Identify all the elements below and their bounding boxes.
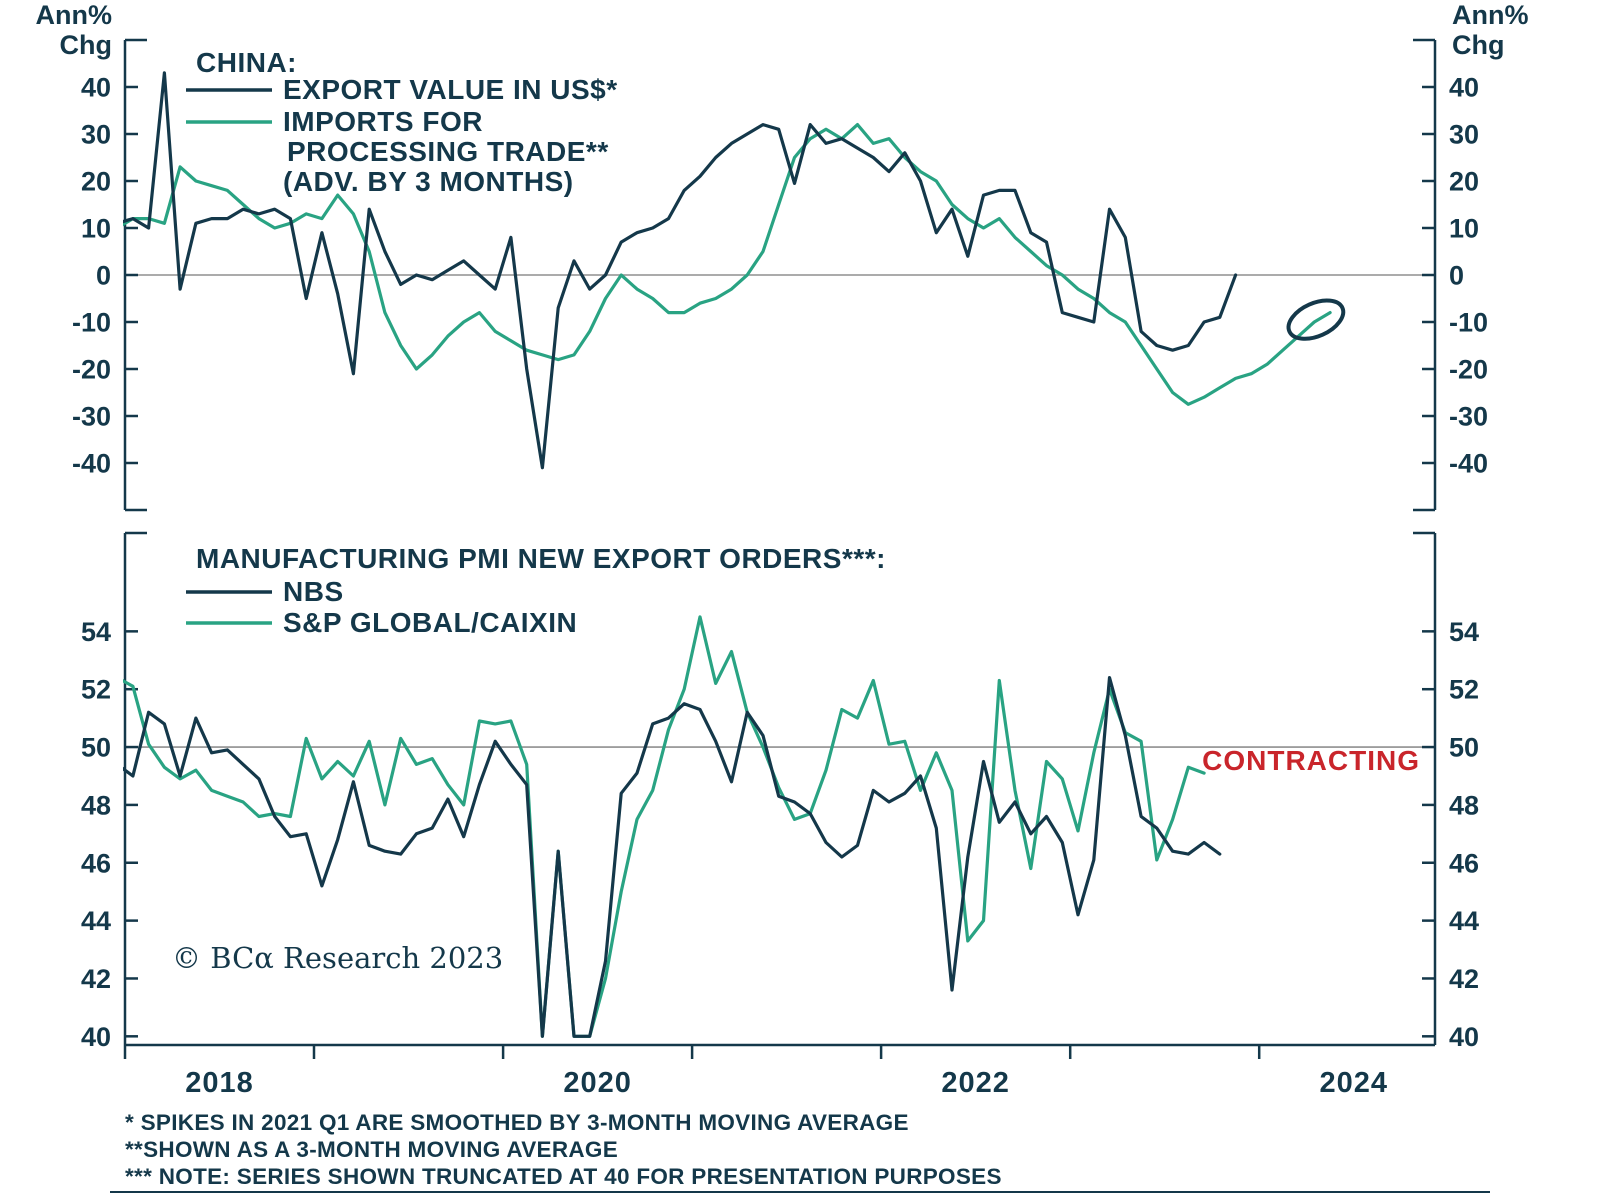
y-tick-label-left: -10 (72, 308, 111, 338)
x-tick-label: 2024 (1319, 1067, 1388, 1099)
y-tick-label-right: 40 (1449, 73, 1479, 103)
x-tick-label: 2018 (185, 1067, 254, 1099)
y-tick-label-left: 40 (81, 1022, 111, 1052)
y-tick-label-right: 40 (1449, 1022, 1479, 1052)
y-tick-label-left: -20 (72, 355, 111, 385)
y-tick-label-right: 54 (1449, 617, 1479, 647)
y-tick-label-right: 52 (1449, 675, 1479, 705)
y-tick-label-left: 48 (81, 790, 111, 820)
y-tick-label-left: 52 (81, 675, 111, 705)
y-tick-label-left: 46 (81, 848, 111, 878)
y-tick-label-right: 50 (1449, 733, 1479, 763)
top-panel-title: CHINA: (196, 47, 297, 78)
y-tick-label-right: 30 (1449, 120, 1479, 150)
contracting-annotation: CONTRACTING (1202, 745, 1420, 776)
y-tick-label-right: 44 (1449, 906, 1479, 936)
y-tick-label-right: 46 (1449, 848, 1479, 878)
x-tick-label: 2022 (941, 1067, 1010, 1099)
series-line-caixin (123, 615, 1206, 1038)
y-tick-label-left: 30 (81, 120, 111, 150)
footnote-2: **SHOWN AS A 3-MONTH MOVING AVERAGE (125, 1137, 618, 1162)
y-tick-label-right: 42 (1449, 964, 1479, 994)
y-tick-label-left: 40 (81, 73, 111, 103)
y-tick-label-left: 54 (81, 617, 111, 647)
y-tick-label-left: 0 (96, 261, 111, 291)
y-axis-unit-left-line1: Ann% (36, 0, 113, 30)
y-tick-label-right: -40 (1449, 449, 1488, 479)
legend-label-imports-line2: PROCESSING TRADE** (287, 136, 609, 167)
bottom-panel-title: MANUFACTURING PMI NEW EXPORT ORDERS***: (196, 543, 886, 574)
y-tick-label-left: 10 (81, 214, 111, 244)
series-line-imports (123, 122, 1332, 406)
y-tick-label-left: -30 (72, 402, 111, 432)
y-tick-label-left: 50 (81, 733, 111, 763)
y-tick-label-right: 10 (1449, 214, 1479, 244)
y-tick-label-left: -40 (72, 449, 111, 479)
y-axis-unit-left-line2: Chg (60, 30, 112, 60)
footnote-1: * SPIKES IN 2021 Q1 ARE SMOOTHED BY 3-MO… (125, 1110, 909, 1135)
highlight-circle-annotation (1286, 298, 1346, 341)
y-tick-label-right: 20 (1449, 167, 1479, 197)
legend-label-caixin: S&P GLOBAL/CAIXIN (283, 607, 577, 638)
series-line-exports (123, 71, 1238, 470)
y-tick-label-left: 20 (81, 167, 111, 197)
legend-label-imports-line3: (ADV. BY 3 MONTHS) (283, 166, 574, 197)
y-tick-label-right: 0 (1449, 261, 1464, 291)
y-axis-unit-right-line2: Chg (1452, 30, 1504, 60)
legend-label-exports: EXPORT VALUE IN US$* (283, 74, 618, 105)
x-tick-label: 2020 (563, 1067, 632, 1099)
y-tick-label-right: -10 (1449, 308, 1488, 338)
y-tick-label-left: 42 (81, 964, 111, 994)
footnote-3: *** NOTE: SERIES SHOWN TRUNCATED AT 40 F… (125, 1164, 1002, 1189)
y-tick-label-right: 48 (1449, 790, 1479, 820)
legend-label-nbs: NBS (283, 576, 344, 607)
y-tick-label-left: 44 (81, 906, 111, 936)
legend-label-imports-line1: IMPORTS FOR (283, 106, 483, 137)
series-line-nbs (123, 675, 1222, 1038)
y-axis-unit-right-line1: Ann% (1452, 0, 1529, 30)
copyright-text: © BCα Research 2023 (172, 941, 503, 975)
y-tick-label-right: -20 (1449, 355, 1488, 385)
y-tick-label-right: -30 (1449, 402, 1488, 432)
